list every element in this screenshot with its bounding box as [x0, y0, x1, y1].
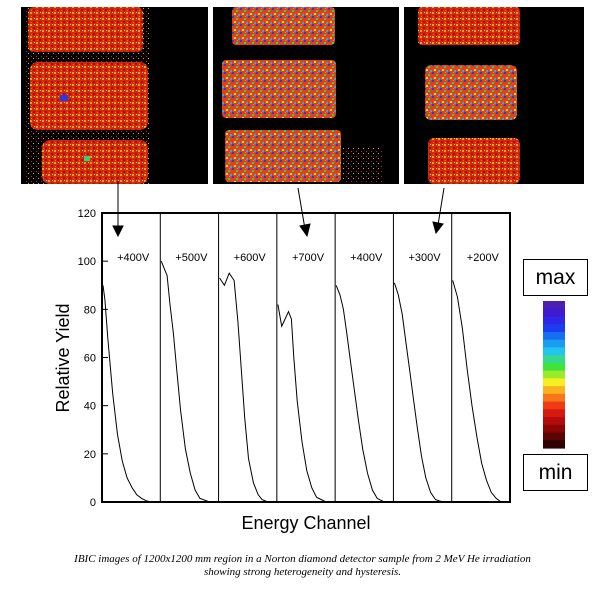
- ibic-image-3: [404, 7, 584, 184]
- color-scale-swatch: [543, 355, 565, 364]
- color-scale-swatch: [543, 401, 565, 410]
- color-scale-swatch: [543, 347, 565, 356]
- yield-curve: [160, 261, 210, 503]
- y-tick-label: 40: [84, 401, 96, 413]
- voltage-label: +600V: [234, 252, 267, 264]
- color-scale-swatch: [543, 331, 565, 341]
- scale-max-label: max: [535, 266, 576, 289]
- yield-curve: [277, 304, 327, 503]
- color-scale-swatch: [543, 393, 565, 403]
- y-tick-label: 120: [78, 208, 96, 220]
- voltage-label: +200V: [467, 252, 500, 264]
- voltage-label: +400V: [350, 252, 383, 264]
- voltage-label: +300V: [409, 252, 442, 264]
- color-scale-swatch: [543, 409, 565, 418]
- color-scale-swatch: [543, 417, 565, 426]
- color-scale-swatch: [543, 386, 565, 395]
- color-scale-swatch: [543, 324, 565, 333]
- scale-min-box: min: [523, 454, 588, 491]
- y-axis-label: Relative Yield: [53, 303, 73, 412]
- y-tick-label: 0: [90, 497, 96, 509]
- color-scale-swatch: [543, 362, 565, 372]
- y-axis: 0 20 40 60 80 100 120: [78, 208, 108, 509]
- x-axis-label: Energy Channel: [241, 513, 370, 533]
- color-scale-swatch: [543, 432, 565, 441]
- color-scale-swatch: [543, 339, 565, 349]
- y-tick-label: 60: [84, 353, 96, 365]
- color-scale-swatch: [543, 440, 565, 449]
- figure-caption: IBIC images of 1200x1200 mm region in a …: [0, 553, 605, 579]
- scale-min-label: min: [538, 461, 573, 484]
- voltage-label: +400V: [117, 252, 150, 264]
- color-scale-swatch: [543, 308, 565, 318]
- yield-curve: [452, 280, 502, 503]
- pointer-arrows: [112, 181, 445, 238]
- voltage-labels: +400V +500V +600V +700V +400V +300V +200V: [117, 252, 499, 264]
- voltage-label: +500V: [175, 252, 208, 264]
- caption-line-2: showing strong heterogeneity and hystere…: [203, 566, 402, 578]
- color-scale-swatch: [543, 301, 565, 310]
- color-scale-swatch: [543, 378, 565, 387]
- ibic-image-1: [21, 7, 208, 184]
- yield-curve: [102, 285, 152, 503]
- scale-max-box: max: [523, 259, 588, 296]
- color-scale-bar: [543, 301, 565, 449]
- yield-curves: [102, 261, 502, 503]
- y-tick-label: 100: [78, 256, 96, 268]
- color-scale-swatch: [543, 370, 565, 379]
- ibic-image-2: [213, 7, 399, 184]
- yield-curve: [335, 285, 385, 503]
- color-scale-swatch: [543, 316, 565, 325]
- caption-line-1: IBIC images of 1200x1200 mm region in a …: [74, 553, 531, 565]
- color-scale-swatch: [543, 424, 565, 434]
- voltage-dividers: [159, 213, 453, 502]
- voltage-label: +700V: [292, 252, 325, 264]
- y-tick-label: 20: [84, 449, 96, 461]
- y-tick-label: 80: [84, 304, 96, 316]
- yield-curve: [393, 282, 443, 503]
- yield-curve: [219, 272, 269, 503]
